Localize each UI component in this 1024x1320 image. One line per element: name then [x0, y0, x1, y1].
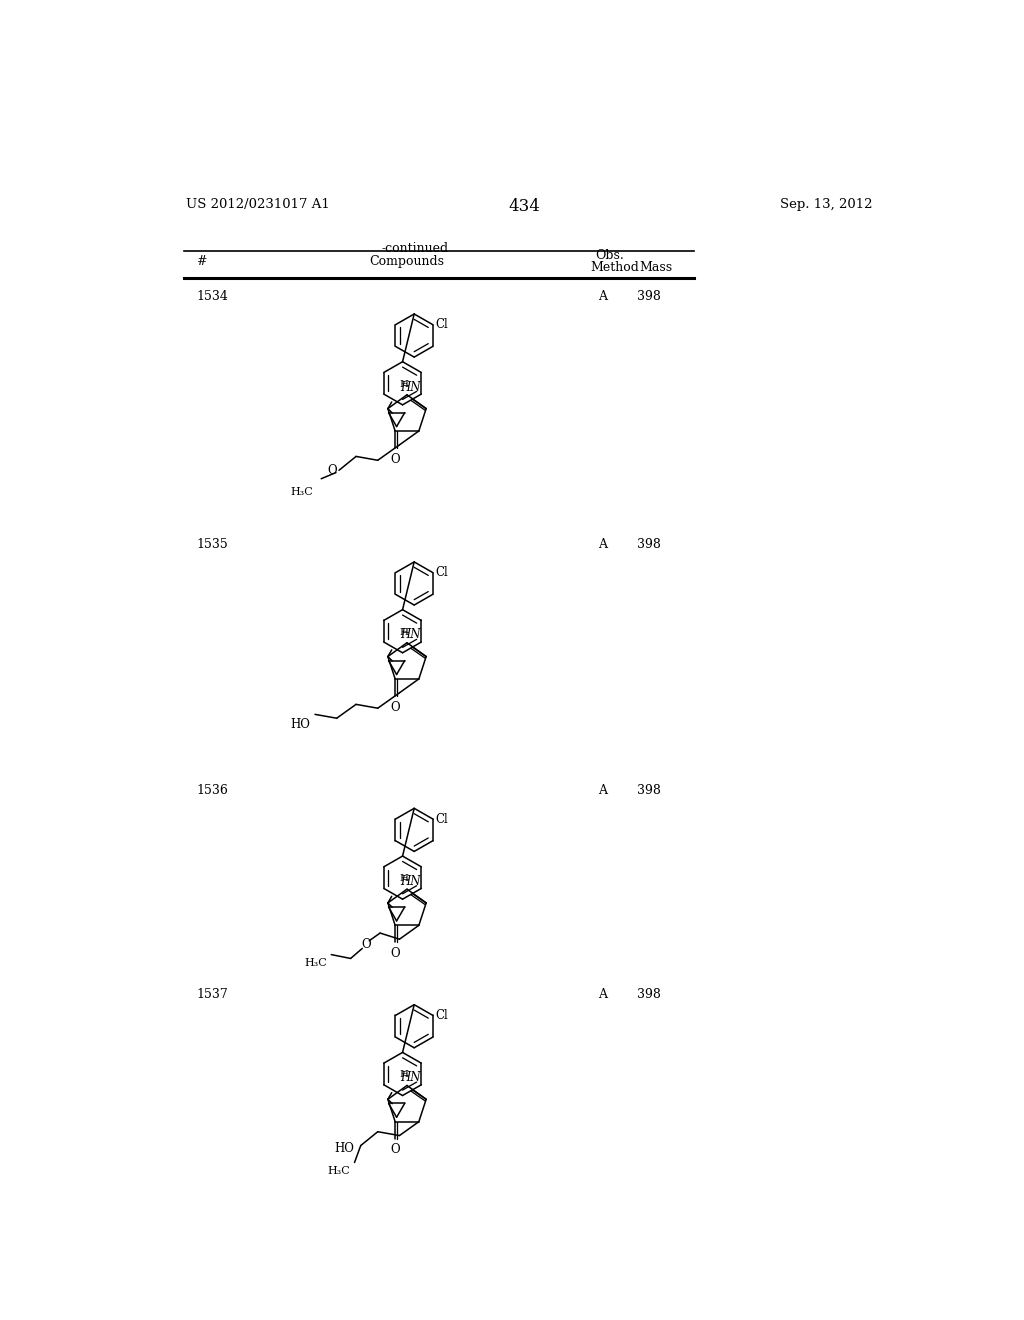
- Text: O: O: [390, 1143, 400, 1156]
- Text: H₃C: H₃C: [291, 487, 313, 498]
- Text: 1535: 1535: [197, 539, 228, 550]
- Text: H: H: [399, 627, 409, 636]
- Text: HN: HN: [400, 1072, 421, 1084]
- Text: #: #: [197, 256, 207, 268]
- Text: Cl: Cl: [435, 1008, 449, 1022]
- Text: O: O: [361, 939, 371, 952]
- Text: O: O: [390, 946, 400, 960]
- Text: H: H: [399, 380, 409, 388]
- Text: 1537: 1537: [197, 989, 228, 1002]
- Text: US 2012/0231017 A1: US 2012/0231017 A1: [186, 198, 330, 211]
- Text: A: A: [598, 784, 607, 797]
- Text: 398: 398: [637, 989, 660, 1002]
- Text: A: A: [598, 290, 607, 304]
- Text: A: A: [598, 989, 607, 1002]
- Text: -continued: -continued: [381, 242, 449, 255]
- Text: 434: 434: [509, 198, 541, 215]
- Text: Cl: Cl: [435, 318, 449, 331]
- Text: H: H: [399, 874, 409, 883]
- Text: HO: HO: [291, 718, 310, 731]
- Text: 1536: 1536: [197, 784, 228, 797]
- Text: O: O: [328, 463, 338, 477]
- Text: HO: HO: [335, 1142, 354, 1155]
- Text: O: O: [390, 453, 400, 466]
- Text: Mass: Mass: [640, 261, 673, 273]
- Text: Obs.: Obs.: [595, 249, 624, 263]
- Text: Method: Method: [591, 261, 640, 273]
- Text: Cl: Cl: [435, 813, 449, 825]
- Text: A: A: [598, 539, 607, 550]
- Text: Cl: Cl: [435, 566, 449, 579]
- Text: Compounds: Compounds: [370, 256, 444, 268]
- Text: H₃C: H₃C: [328, 1167, 350, 1176]
- Text: 398: 398: [637, 784, 660, 797]
- Text: O: O: [390, 701, 400, 714]
- Text: HN: HN: [400, 380, 421, 393]
- Text: H₃C: H₃C: [305, 958, 328, 969]
- Text: 398: 398: [637, 539, 660, 550]
- Text: H: H: [399, 1071, 409, 1080]
- Text: 1534: 1534: [197, 290, 228, 304]
- Text: HN: HN: [400, 628, 421, 642]
- Text: HN: HN: [400, 875, 421, 888]
- Text: Sep. 13, 2012: Sep. 13, 2012: [779, 198, 872, 211]
- Text: 398: 398: [637, 290, 660, 304]
